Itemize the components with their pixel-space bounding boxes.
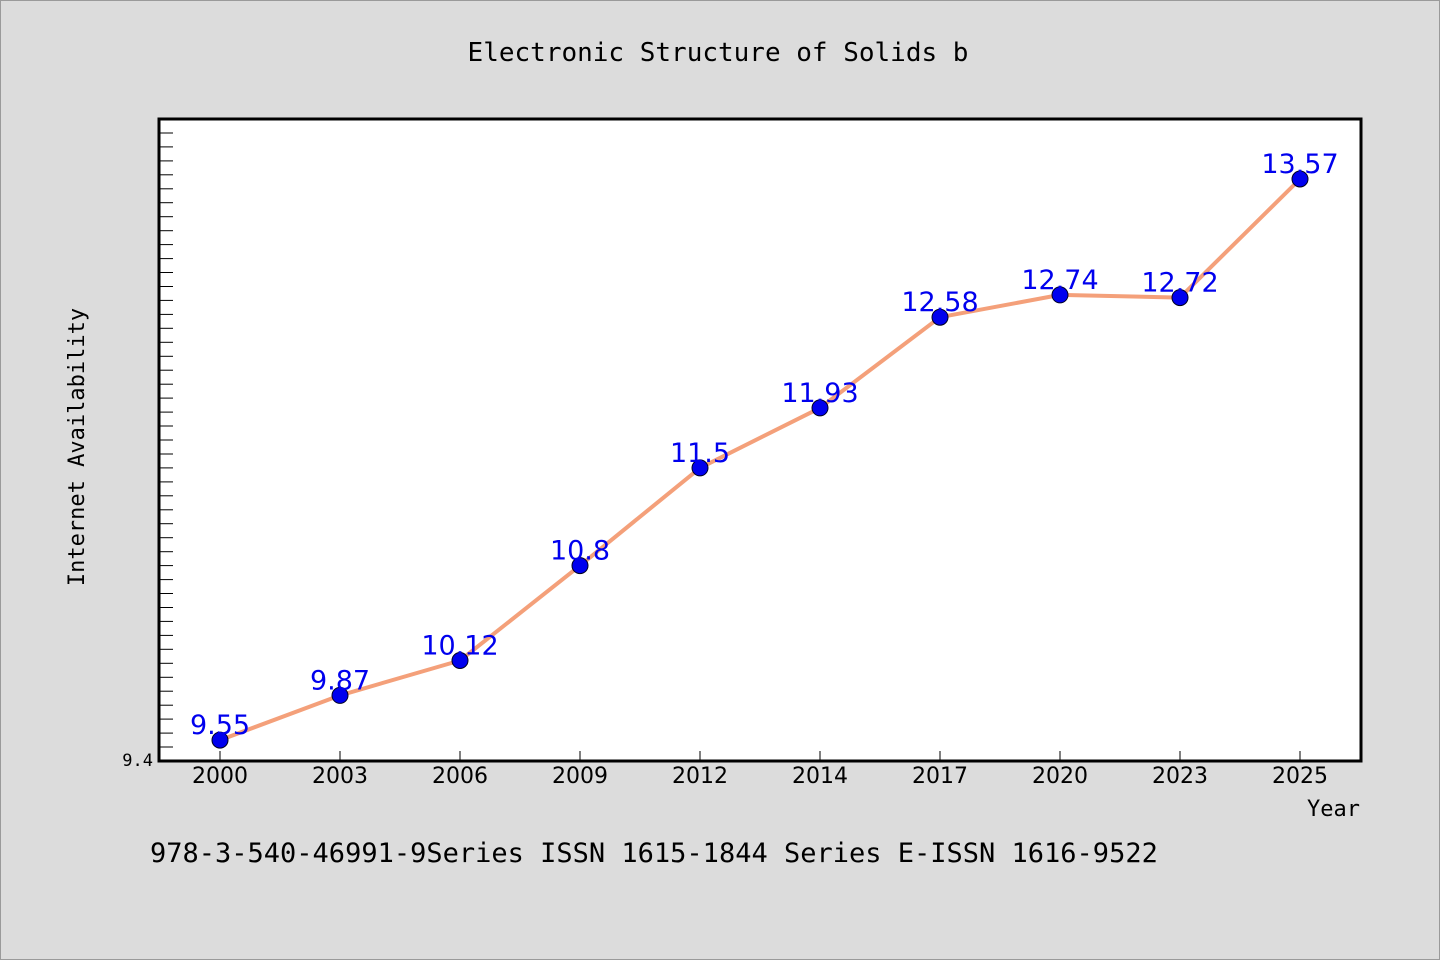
series-line-group: 9.55 9.87 10.12 10.8 11.5 11.93 12.58 12.74 12.7… [190,149,1339,749]
x-tick-label: 2012 [672,764,728,789]
y-tick-label: 9.4 [122,751,153,771]
data-point-marker [571,557,589,575]
x-tick-label: 2000 [192,764,248,789]
data-point-marker [1171,289,1189,307]
data-label: 12.58 [901,287,978,318]
data-label: 9.87 [310,665,370,696]
data-point-marker [691,459,709,477]
data-point-marker [211,731,229,749]
y-minor-ticks [159,118,173,762]
data-label: 12.72 [1141,268,1218,299]
data-point-marker [1051,286,1069,304]
x-tick-label: 2014 [792,764,848,789]
y-axis-label: Internet Availability [65,308,90,586]
data-label: 9.55 [190,710,250,741]
data-point-marker [451,652,469,669]
x-tick-label: 2023 [1152,764,1208,789]
x-axis-label: Year [1307,797,1360,822]
x-tick-labels: 2000 2003 2006 2009 2012 2014 2017 2020 2023 2025 [192,751,1328,789]
x-tick-label: 2006 [432,764,488,789]
data-label: 10.12 [421,631,498,662]
x-tick-label: 2009 [552,764,608,789]
data-label: 11.5 [670,438,730,469]
footer-isbn-text: 978-3-540-46991-9Series ISSN 1615-1844 S… [150,838,1158,869]
data-point-marker [811,399,829,417]
x-tick-label: 2017 [912,764,968,789]
x-tick-label: 2020 [1032,764,1088,789]
data-label: 12.74 [1021,265,1098,296]
chart-title: Electronic Structure of Solids b [468,38,969,68]
data-point-marker [931,308,949,326]
x-tick-label: 2025 [1272,764,1328,789]
plot-area [157,117,1363,763]
data-label: 13.57 [1261,149,1338,180]
series-line [219,177,1302,742]
data-label: 11.93 [781,378,858,409]
data-point-marker [1291,170,1309,188]
x-tick-label: 2003 [312,764,368,789]
data-label: 10.8 [550,536,610,567]
data-point-marker [331,686,349,704]
